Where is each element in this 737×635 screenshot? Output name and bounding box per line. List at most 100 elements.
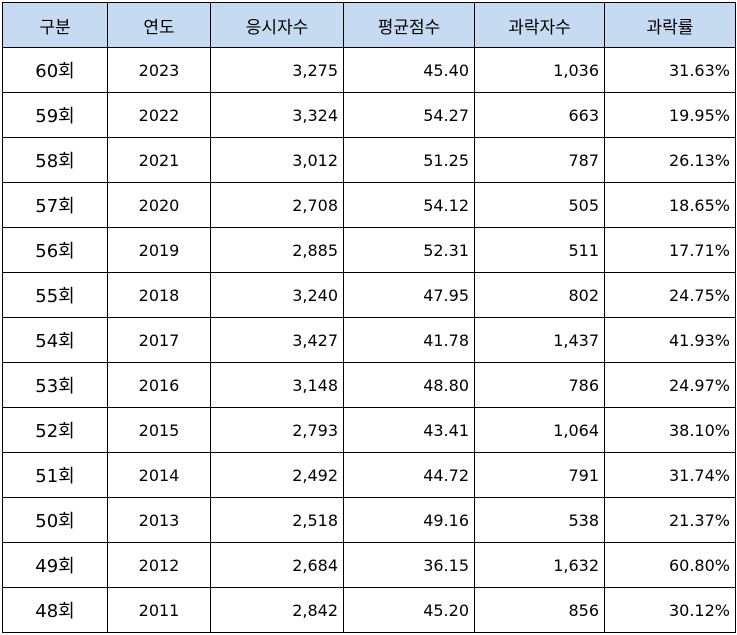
- header-cell: 연도: [107, 2, 211, 48]
- table-cell: 45.40: [343, 47, 475, 93]
- table-cell: 1,036: [474, 47, 605, 93]
- table-cell: 1,632: [474, 542, 605, 588]
- table-cell: 787: [474, 137, 605, 183]
- table-cell: 2,492: [210, 452, 344, 498]
- table-cell: 48.80: [343, 362, 475, 408]
- table-cell: 49회: [2, 542, 108, 588]
- table-cell: 18.65%: [604, 182, 736, 228]
- table-cell: 59회: [2, 92, 108, 138]
- table-cell: 55회: [2, 272, 108, 318]
- table-cell: 43.41: [343, 407, 475, 453]
- table-cell: 3,148: [210, 362, 344, 408]
- table-cell: 2021: [107, 137, 211, 183]
- table-body: 60회 2023 3,275 45.40 1,036 31.63% 59회 2022 3,324…: [2, 47, 736, 633]
- table-cell: 2023: [107, 47, 211, 93]
- table-row: 50회 2013 2,518 49.16 538 21.37%: [2, 497, 736, 543]
- table-cell: 1,437: [474, 317, 605, 363]
- table-cell: 31.74%: [604, 452, 736, 498]
- header-cell: 응시자수: [210, 2, 344, 48]
- table-cell: 2020: [107, 182, 211, 228]
- header-cell: 평균점수: [343, 2, 475, 48]
- table-cell: 511: [474, 227, 605, 273]
- table-cell: 2014: [107, 452, 211, 498]
- table-cell: 60.80%: [604, 542, 736, 588]
- table-cell: 54회: [2, 317, 108, 363]
- header-cell: 과락률: [604, 2, 736, 48]
- table-cell: 17.71%: [604, 227, 736, 273]
- table-row: 55회 2018 3,240 47.95 802 24.75%: [2, 272, 736, 318]
- table-cell: 52.31: [343, 227, 475, 273]
- table-cell: 3,324: [210, 92, 344, 138]
- table-cell: 2,684: [210, 542, 344, 588]
- table-cell: 2019: [107, 227, 211, 273]
- table-cell: 663: [474, 92, 605, 138]
- table-cell: 44.72: [343, 452, 475, 498]
- table-cell: 2,885: [210, 227, 344, 273]
- table-cell: 58회: [2, 137, 108, 183]
- table-cell: 505: [474, 182, 605, 228]
- table-cell: 41.93%: [604, 317, 736, 363]
- table-cell: 19.95%: [604, 92, 736, 138]
- table-cell: 47.95: [343, 272, 475, 318]
- table-cell: 2,842: [210, 587, 344, 633]
- table-cell: 41.78: [343, 317, 475, 363]
- header-cell: 구분: [2, 2, 108, 48]
- table-row: 48회 2011 2,842 45.20 856 30.12%: [2, 587, 736, 633]
- table-cell: 2015: [107, 407, 211, 453]
- table-cell: 786: [474, 362, 605, 408]
- table-cell: 54.27: [343, 92, 475, 138]
- header-cell: 과락자수: [474, 2, 605, 48]
- table-row: 57회 2020 2,708 54.12 505 18.65%: [2, 182, 736, 228]
- table-cell: 21.37%: [604, 497, 736, 543]
- table-row: 60회 2023 3,275 45.40 1,036 31.63%: [2, 47, 736, 93]
- table-cell: 3,427: [210, 317, 344, 363]
- table-cell: 1,064: [474, 407, 605, 453]
- table-cell: 56회: [2, 227, 108, 273]
- table-row: 54회 2017 3,427 41.78 1,437 41.93%: [2, 317, 736, 363]
- table-cell: 2017: [107, 317, 211, 363]
- table-cell: 2,793: [210, 407, 344, 453]
- table-cell: 2018: [107, 272, 211, 318]
- table-cell: 38.10%: [604, 407, 736, 453]
- table-cell: 51회: [2, 452, 108, 498]
- table-row: 56회 2019 2,885 52.31 511 17.71%: [2, 227, 736, 273]
- table-cell: 2016: [107, 362, 211, 408]
- table-cell: 31.63%: [604, 47, 736, 93]
- table-cell: 3,275: [210, 47, 344, 93]
- table-cell: 49.16: [343, 497, 475, 543]
- table-cell: 24.97%: [604, 362, 736, 408]
- table-cell: 2022: [107, 92, 211, 138]
- table-cell: 36.15: [343, 542, 475, 588]
- table-cell: 53회: [2, 362, 108, 408]
- table-cell: 30.12%: [604, 587, 736, 633]
- table-cell: 48회: [2, 587, 108, 633]
- table-cell: 802: [474, 272, 605, 318]
- table-cell: 52회: [2, 407, 108, 453]
- table-cell: 2,708: [210, 182, 344, 228]
- header-row: 구분 연도 응시자수 평균점수 과락자수 과락률: [2, 2, 736, 48]
- table-row: 59회 2022 3,324 54.27 663 19.95%: [2, 92, 736, 138]
- table-cell: 3,240: [210, 272, 344, 318]
- table-cell: 3,012: [210, 137, 344, 183]
- table-cell: 54.12: [343, 182, 475, 228]
- table-cell: 2011: [107, 587, 211, 633]
- table-cell: 60회: [2, 47, 108, 93]
- table-cell: 24.75%: [604, 272, 736, 318]
- table-cell: 26.13%: [604, 137, 736, 183]
- table-row: 53회 2016 3,148 48.80 786 24.97%: [2, 362, 736, 408]
- table-cell: 57회: [2, 182, 108, 228]
- table-row: 49회 2012 2,684 36.15 1,632 60.80%: [2, 542, 736, 588]
- table-cell: 2,518: [210, 497, 344, 543]
- table-cell: 791: [474, 452, 605, 498]
- table-row: 58회 2021 3,012 51.25 787 26.13%: [2, 137, 736, 183]
- table-row: 51회 2014 2,492 44.72 791 31.74%: [2, 452, 736, 498]
- table-cell: 2013: [107, 497, 211, 543]
- table-cell: 45.20: [343, 587, 475, 633]
- table-cell: 2012: [107, 542, 211, 588]
- table-row: 52회 2015 2,793 43.41 1,064 38.10%: [2, 407, 736, 453]
- table-cell: 538: [474, 497, 605, 543]
- table-cell: 50회: [2, 497, 108, 543]
- table-cell: 856: [474, 587, 605, 633]
